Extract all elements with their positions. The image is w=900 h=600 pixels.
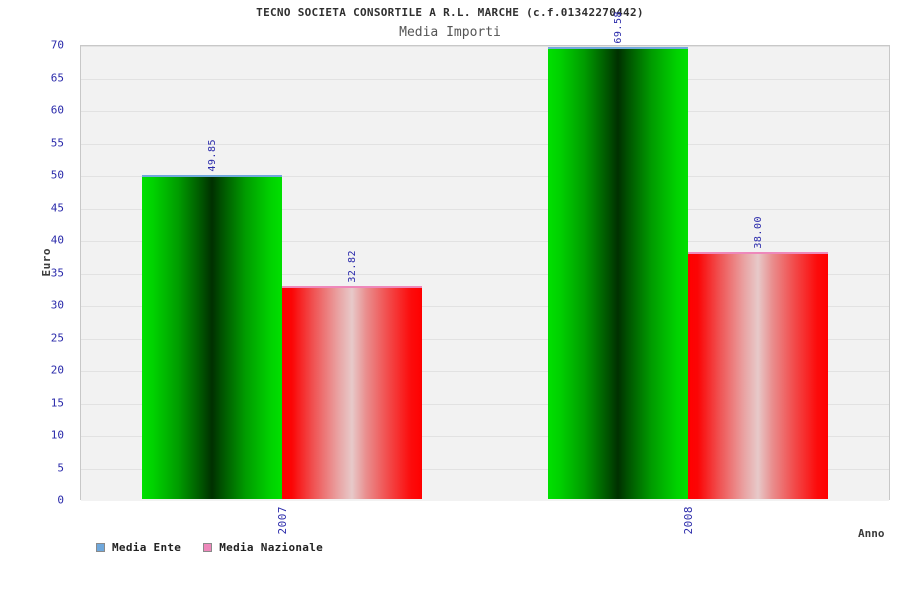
bar-value-label: 69.58 — [613, 10, 624, 44]
gridline — [81, 371, 889, 372]
chart-title: TECNO SOCIETA CONSORTILE A R.L. MARCHE (… — [256, 6, 644, 19]
gridline — [81, 436, 889, 437]
bar-value-label: 38.00 — [753, 216, 764, 249]
gridline — [81, 241, 889, 242]
gridline — [81, 468, 889, 470]
legend-label: Media Nazionale — [219, 541, 324, 554]
y-tick-label: 0 — [57, 493, 64, 507]
bar-2008-media-nazionale[interactable] — [688, 252, 828, 499]
x-axis-title: Anno — [858, 527, 885, 540]
y-tick-label: 60 — [50, 103, 64, 117]
legend-item-media-ente[interactable]: Media Ente — [96, 541, 181, 554]
x-tick-label: 2007 — [276, 506, 289, 535]
y-tick-label: 35 — [50, 266, 64, 279]
y-tick-label: 50 — [50, 168, 64, 182]
bar-2008-media-ente[interactable] — [548, 46, 688, 499]
gridline — [81, 176, 889, 177]
gridline — [81, 273, 889, 275]
y-tick-label: 20 — [50, 363, 64, 377]
legend-swatch-icon — [96, 543, 105, 552]
gridline — [81, 403, 889, 405]
gridline — [81, 78, 889, 80]
x-tick-label: 2008 — [682, 506, 695, 535]
y-tick-label: 30 — [50, 298, 64, 312]
bar-2007-media-ente[interactable] — [142, 174, 282, 499]
gridline — [81, 111, 889, 112]
y-tick-label: 15 — [50, 396, 64, 409]
y-tick-label: 55 — [50, 136, 64, 149]
y-tick-label: 5 — [57, 461, 64, 474]
chart-legend: Media Ente Media Nazionale — [96, 541, 323, 554]
bar-value-label: 49.85 — [207, 138, 218, 172]
gridline — [81, 338, 889, 340]
legend-swatch-icon — [203, 543, 213, 552]
y-tick-label: 10 — [50, 428, 64, 442]
gridline — [81, 208, 889, 210]
chart-subtitle: Media Importi — [399, 25, 501, 40]
gridline — [81, 46, 889, 47]
plot-area: 49.85 32.82 69.58 38.00 — [80, 11, 890, 501]
gridline — [81, 306, 889, 307]
y-tick-label: 25 — [50, 331, 64, 344]
bar-value-label: 32.82 — [347, 249, 358, 283]
bar-2007-media-nazionale[interactable] — [282, 285, 422, 499]
y-tick-label: 70 — [50, 38, 64, 52]
y-tick-label: 45 — [50, 201, 64, 214]
legend-item-media-nazionale[interactable]: Media Nazionale — [203, 541, 323, 554]
legend-label: Media Ente — [112, 541, 182, 554]
y-tick-label: 40 — [50, 233, 64, 247]
gridline — [81, 143, 889, 145]
y-tick-label: 65 — [50, 71, 64, 84]
